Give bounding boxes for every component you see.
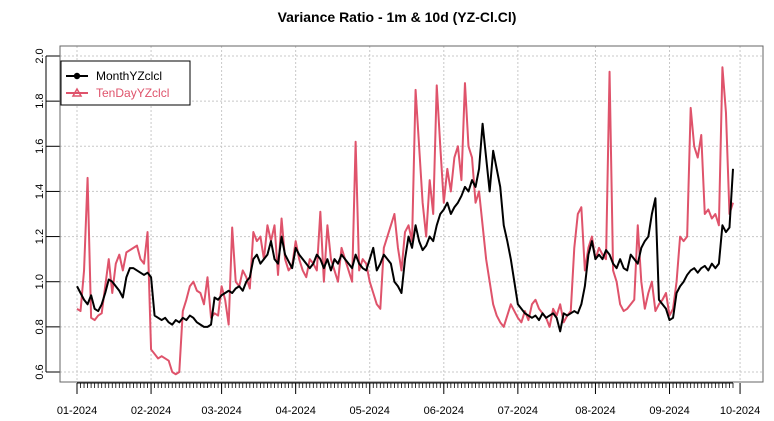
y-tick-label: 0.8 xyxy=(34,319,46,334)
x-tick-label: 02-2024 xyxy=(131,405,171,417)
y-tick-label: 1.6 xyxy=(34,139,46,154)
legend-marker-circle xyxy=(73,72,81,80)
chart-grid xyxy=(60,46,763,382)
x-tick-label: 06-2024 xyxy=(424,405,464,417)
series-line-MonthYZclcl xyxy=(76,122,734,333)
y-tick-label: 0.6 xyxy=(34,364,46,379)
x-tick-label: 08-2024 xyxy=(575,405,615,417)
legend-label: TenDayYZclcl xyxy=(96,86,169,100)
x-tick-label: 03-2024 xyxy=(201,405,241,417)
x-axis: 01-2024 02-2024 03-2024 04-2024 05-2024 06-20… xyxy=(57,382,760,417)
y-tick-label: 1.8 xyxy=(34,93,46,108)
x-tick-label: 09-2024 xyxy=(649,405,689,417)
x-tick-label: 04-2024 xyxy=(275,405,315,417)
y-tick-label: 1.2 xyxy=(34,229,46,244)
y-tick-label: 1.0 xyxy=(34,274,46,289)
x-tick-label: 07-2024 xyxy=(498,405,538,417)
legend-marker-triangle xyxy=(71,87,83,97)
legend-box xyxy=(60,60,191,106)
y-axis: 0.6 0.8 1.0 1.2 1.4 1.6 1.8 2.0 xyxy=(34,48,60,380)
y-tick-label: 1.4 xyxy=(34,184,46,199)
series-line-TenDayYZclcl xyxy=(76,66,734,376)
legend-label: MonthYZclcl xyxy=(96,69,162,83)
y-tick-label: 2.0 xyxy=(34,48,46,63)
legend: MonthYZclcl TenDayYZclcl xyxy=(60,60,191,106)
chart-title: Variance Ratio - 1m & 10d (YZ-Cl.Cl) xyxy=(278,9,517,25)
plot-frame xyxy=(59,45,764,383)
x-tick-label: 05-2024 xyxy=(350,405,390,417)
series-layer xyxy=(76,66,734,376)
x-tick-label: 10-2024 xyxy=(720,405,760,417)
x-tick-label: 01-2024 xyxy=(57,405,97,417)
